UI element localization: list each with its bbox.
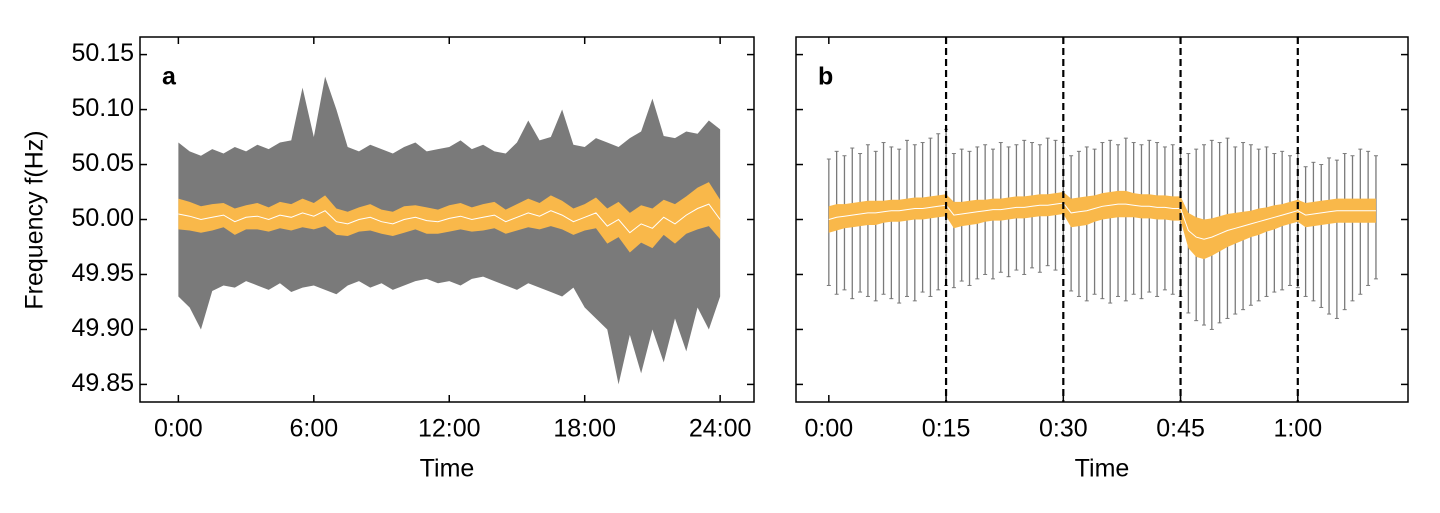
plot-area [178, 76, 721, 385]
y-axis-label: Frequency f(Hz) [21, 130, 49, 309]
x-tick-label: 24:00 [689, 415, 752, 443]
x-tick-label: 6:00 [289, 415, 338, 443]
y-tick-label: 49.95 [71, 259, 134, 287]
panel-label: a [162, 63, 177, 91]
std-band [178, 182, 721, 253]
mean-line [828, 202, 1376, 240]
x-tick-label: 0:00 [154, 415, 203, 443]
y-tick-label: 49.85 [71, 369, 134, 397]
y-tick-label: 50.15 [71, 39, 134, 67]
y-tick-label: 50.00 [71, 204, 134, 232]
panel-label: b [818, 63, 833, 91]
std-band [828, 190, 1376, 260]
plot-area [826, 128, 1378, 330]
x-tick-label: 0:15 [922, 415, 971, 443]
y-tick-label: 50.05 [71, 149, 134, 177]
x-tick-label: 18:00 [553, 415, 616, 443]
x-tick-label: 0:00 [804, 415, 853, 443]
x-axis-label: Time [1075, 455, 1130, 483]
x-tick-label: 12:00 [418, 415, 481, 443]
y-tick-label: 49.90 [71, 314, 134, 342]
panel: 50.15 50.10 50.05 50.00 49.95 49.90 49.85 0:00 6… [21, 36, 755, 483]
x-tick-label: 0:30 [1039, 415, 1088, 443]
y-tick-label: 50.10 [71, 94, 134, 122]
panel: 0:00 0:15 0:30 0:45 1:00 Time b [795, 36, 1409, 483]
mean-line [178, 203, 721, 234]
x-tick-label: 1:00 [1273, 415, 1322, 443]
x-axis-label: Time [420, 455, 475, 483]
x-tick-label: 0:45 [1156, 415, 1205, 443]
